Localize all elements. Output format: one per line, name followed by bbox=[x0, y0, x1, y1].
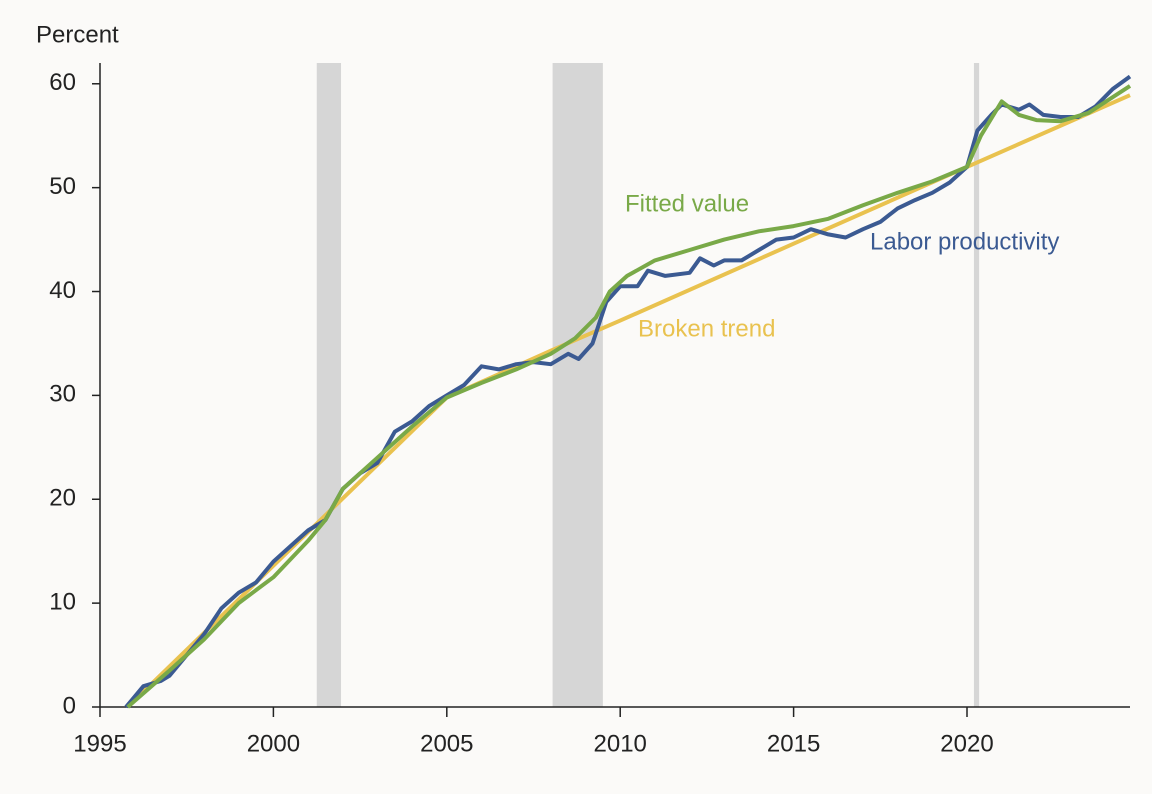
series-line bbox=[124, 74, 1132, 709]
series-label: Broken trend bbox=[638, 315, 775, 342]
y-tick-label: 10 bbox=[49, 588, 76, 615]
x-tick-label: 2000 bbox=[247, 730, 300, 757]
x-tick-label: 1995 bbox=[73, 730, 126, 757]
x-tick-label: 2020 bbox=[940, 730, 993, 757]
y-tick-label: 60 bbox=[49, 69, 76, 96]
series-label: Labor productivity bbox=[870, 228, 1059, 255]
x-tick-label: 2010 bbox=[594, 730, 647, 757]
recession-shade bbox=[552, 63, 603, 707]
x-tick-label: 2005 bbox=[420, 730, 473, 757]
y-tick-label: 20 bbox=[49, 485, 76, 512]
recession-shade bbox=[316, 63, 342, 707]
x-tick-label: 2015 bbox=[767, 730, 820, 757]
y-tick-label: 0 bbox=[63, 692, 76, 719]
series-line bbox=[126, 84, 1132, 709]
y-tick-label: 50 bbox=[49, 173, 76, 200]
series-line bbox=[126, 93, 1131, 709]
recession-shade bbox=[973, 63, 980, 707]
series-label: Fitted value bbox=[625, 190, 749, 217]
y-axis-label: Percent bbox=[36, 21, 119, 48]
y-tick-label: 30 bbox=[49, 381, 76, 408]
y-tick-label: 40 bbox=[49, 277, 76, 304]
